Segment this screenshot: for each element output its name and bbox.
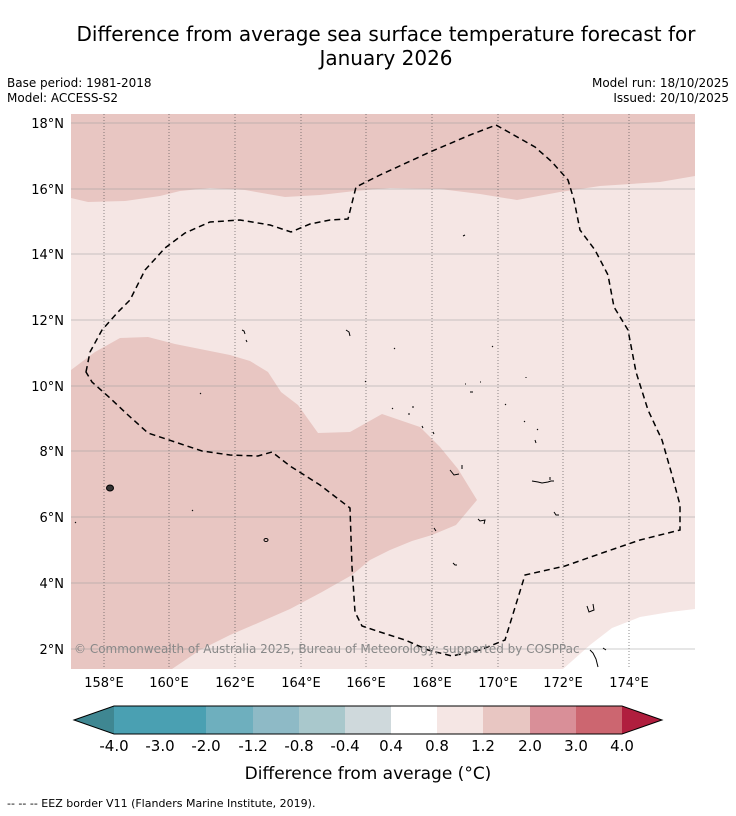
anomaly-zone-west-0.8-1.2 xyxy=(71,337,477,669)
island xyxy=(586,603,595,613)
colorbar-extend-left xyxy=(74,706,114,734)
lon-label: 158°E xyxy=(84,676,124,691)
lat-gridlines xyxy=(71,122,695,650)
lat-label: 10°N xyxy=(31,380,64,395)
colorbar-label-unit: °C) xyxy=(464,764,492,784)
island xyxy=(452,562,457,566)
island xyxy=(553,511,559,516)
lon-label: 166°E xyxy=(346,676,386,691)
colorbar-tick-label: -0.4 xyxy=(330,737,359,755)
colorbar-tick-label: 0.4 xyxy=(379,737,403,755)
colorbar-segment xyxy=(530,706,576,734)
lat-label: 6°N xyxy=(40,511,65,526)
colorbar-tick-label: -2.0 xyxy=(191,737,220,755)
colorbar-segment xyxy=(299,706,345,734)
colorbar-segment xyxy=(437,706,483,734)
island xyxy=(74,509,194,524)
colorbar-tick-label: 1.2 xyxy=(471,737,495,755)
lat-label: 4°N xyxy=(40,577,65,592)
colorbar-segment xyxy=(391,706,437,734)
model-text: Model: ACCESS-S2 xyxy=(7,91,119,105)
islands xyxy=(74,234,607,668)
colorbar-segment xyxy=(576,706,622,734)
colorbar-tick-labels: -4.0 -3.0 -2.0 -1.2 -0.8 -0.4 0.4 0.8 1.2 2.0 3.0 4… xyxy=(99,737,634,755)
colorbar-tick-label: 0.8 xyxy=(425,737,449,755)
island xyxy=(364,380,367,383)
colorbar-outline xyxy=(72,705,664,735)
issued-text: Issued: 20/10/2025 xyxy=(613,91,729,105)
island xyxy=(245,339,248,343)
colorbar-tick-label: -3.0 xyxy=(145,737,174,755)
colorbar-tick-label: -4.0 xyxy=(99,737,128,755)
colorbar-axis-label: Difference from average (°C) xyxy=(0,764,736,784)
lon-tick-labels: 158°E 160°E 162°E 164°E 166°E 168°E 170°… xyxy=(84,676,649,691)
title-line-1: Difference from average sea surface temp… xyxy=(76,22,696,46)
island xyxy=(589,647,607,668)
map-plot-area: © Commonwealth of Australia 2025, Bureau… xyxy=(71,114,695,669)
colorbar-segment xyxy=(114,706,206,734)
colorbar-tick-label: 3.0 xyxy=(564,737,588,755)
lat-label: 16°N xyxy=(31,183,64,198)
island xyxy=(263,538,269,542)
model-run-text: Model run: 18/10/2025 xyxy=(591,76,729,90)
island xyxy=(393,347,396,350)
colorbar-tick-label: 4.0 xyxy=(610,737,634,755)
colorbar-extend-right xyxy=(622,706,662,734)
lon-label: 164°E xyxy=(281,676,321,691)
colorbar-tick-label: -0.8 xyxy=(284,737,313,755)
info-left: Base period: 1981-2018 Model: ACCESS-S2 xyxy=(7,76,152,106)
base-period-text: Base period: 1981-2018 xyxy=(7,76,152,90)
copyright-text: © Commonwealth of Australia 2025, Bureau… xyxy=(74,642,580,656)
lat-label: 12°N xyxy=(31,314,64,329)
colorbar-tick-label: 2.0 xyxy=(518,737,542,755)
island xyxy=(408,406,414,415)
colorbar-segment xyxy=(345,706,391,734)
island xyxy=(531,477,554,484)
colorbar-tick-label: -1.2 xyxy=(238,737,267,755)
island xyxy=(199,392,202,395)
island xyxy=(449,465,463,476)
lon-label: 162°E xyxy=(215,676,255,691)
lat-label: 2°N xyxy=(40,643,65,658)
eez-border xyxy=(85,124,681,657)
island xyxy=(491,345,494,348)
lat-tick-labels: 18°N 16°N 14°N 12°N 10°N 8°N 6°N 4°N 2°N xyxy=(31,117,64,658)
colorbar-segment xyxy=(206,706,253,734)
lat-label: 14°N xyxy=(31,248,64,263)
lon-label: 172°E xyxy=(543,676,583,691)
colorbar-segment xyxy=(483,706,530,734)
island xyxy=(391,407,394,410)
lon-label: 170°E xyxy=(478,676,518,691)
colorbar xyxy=(72,705,664,735)
island xyxy=(477,518,486,525)
chart-title: Difference from average sea surface temp… xyxy=(40,22,732,70)
island xyxy=(504,377,539,444)
anomaly-zone-north-0.8-1.2 xyxy=(71,114,695,202)
island xyxy=(241,329,246,335)
gridlines xyxy=(103,114,630,669)
colorbar-segment xyxy=(253,706,299,734)
title-line-2: January 2026 xyxy=(319,46,453,70)
island xyxy=(462,234,466,237)
island xyxy=(421,425,435,435)
lon-label: 174°E xyxy=(609,676,649,691)
colorbar-label-text: Difference from average ( xyxy=(244,764,465,784)
eez-footnote: -- -- -- EEZ border V11 (Flanders Marine… xyxy=(7,797,316,810)
lon-label: 168°E xyxy=(412,676,452,691)
lon-label: 160°E xyxy=(149,676,189,691)
lat-label: 8°N xyxy=(40,445,65,460)
info-right: Model run: 18/10/2025 Issued: 20/10/2025 xyxy=(592,76,729,106)
island xyxy=(433,527,437,532)
island xyxy=(106,484,114,492)
island xyxy=(345,329,351,337)
island xyxy=(465,381,481,393)
lat-label: 18°N xyxy=(31,117,64,132)
